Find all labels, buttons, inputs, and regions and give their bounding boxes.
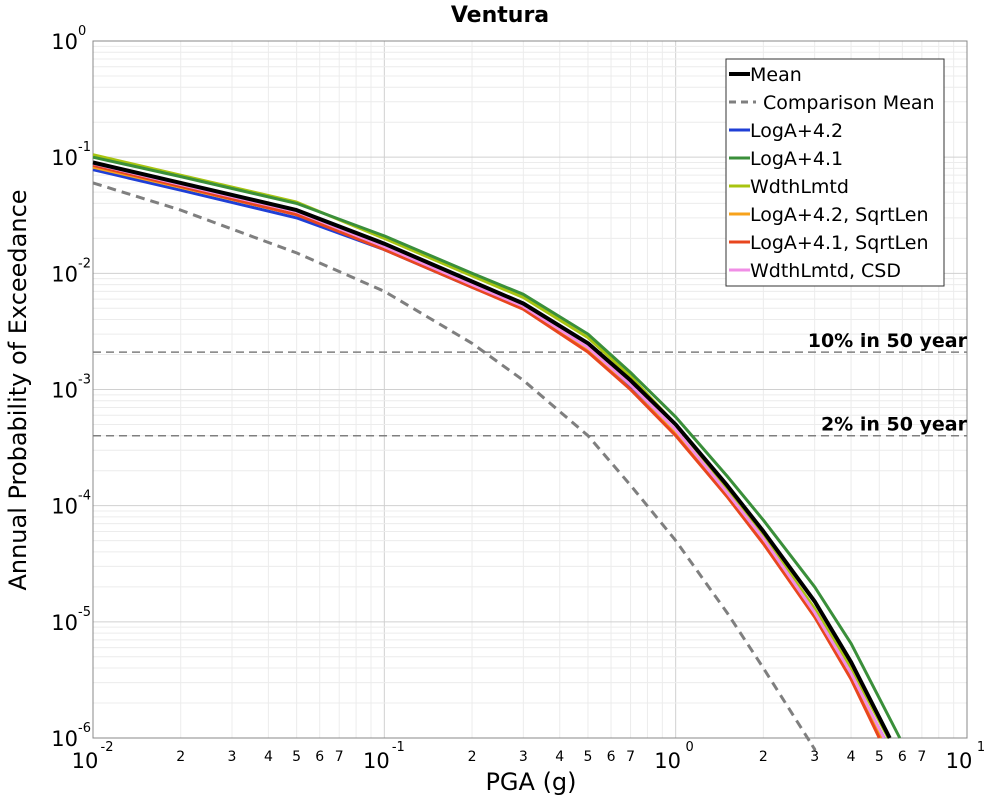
series-line-comparison-mean <box>92 181 817 751</box>
series-line-loga-4-1 <box>92 155 902 739</box>
y-tick-label: 10 <box>51 379 78 403</box>
y-tick-exponent: -3 <box>78 373 91 388</box>
y-tick-label: 10 <box>51 611 78 635</box>
legend-label-loga-4-1: LogA+4.1 <box>750 148 843 170</box>
reference-line-label: 2% in 50 year <box>821 414 968 436</box>
x-minor-tick-label: 3 <box>810 749 819 765</box>
x-minor-tick-label: 2 <box>468 749 477 765</box>
legend-label-comparison-mean: Comparison Mean <box>763 92 935 114</box>
legend-label-loga-4-1-sqrtlen: LogA+4.1, SqrtLen <box>750 232 929 254</box>
legend-label-loga-4-2-sqrtlen: LogA+4.2, SqrtLen <box>750 204 929 226</box>
x-tick-exponent: 0 <box>686 740 694 755</box>
y-tick-exponent: -2 <box>78 256 91 271</box>
y-tick-label: 10 <box>51 262 78 286</box>
series-line-mean <box>92 160 892 739</box>
x-minor-tick-label: 6 <box>898 749 907 765</box>
x-tick-label: 10 <box>946 749 973 773</box>
reference-line-label: 10% in 50 year <box>808 330 968 352</box>
x-tick-exponent: -1 <box>392 740 405 755</box>
legend: Mean Comparison Mean LogA+4.2 LogA+4.1 WdthL… <box>725 58 945 287</box>
x-minor-tick-label: 6 <box>315 749 324 765</box>
series-group <box>92 153 902 751</box>
legend-label-wdthlmtd-csd: WdthLmtd, CSD <box>750 260 901 282</box>
legend-box <box>725 58 945 287</box>
chart-title: Ventura <box>451 3 549 28</box>
y-tick-exponent: -4 <box>78 489 91 504</box>
x-minor-tick-label: 6 <box>607 749 616 765</box>
x-minor-tick-label: 7 <box>626 749 635 765</box>
legend-label-wdthlmtd: WdthLmtd <box>750 176 849 198</box>
x-minor-tick-label: 7 <box>335 749 344 765</box>
y-tick-label: 10 <box>51 495 78 519</box>
x-tick-label: 10 <box>654 749 681 773</box>
x-minor-tick-label: 4 <box>555 749 564 765</box>
x-minor-tick-label: 5 <box>875 749 884 765</box>
y-tick-label: 10 <box>51 30 78 54</box>
grid <box>92 41 967 739</box>
y-tick-exponent: 0 <box>78 24 86 39</box>
x-minor-tick-label: 3 <box>228 749 237 765</box>
y-axis-label: Annual Probability of Exceedance <box>4 189 32 590</box>
x-minor-tick-label: 2 <box>176 749 185 765</box>
x-minor-tick-label: 5 <box>584 749 593 765</box>
x-minor-tick-label: 3 <box>519 749 528 765</box>
legend-label-loga-4-2: LogA+4.2 <box>750 120 843 142</box>
x-minor-tick-label: 2 <box>759 749 768 765</box>
y-tick-label: 10 <box>51 727 78 751</box>
y-tick-label: 10 <box>51 146 78 170</box>
x-tick-exponent: 1 <box>977 740 985 755</box>
reference-lines: 10% in 50 year 2% in 50 year <box>93 330 968 437</box>
plot-frame <box>92 40 968 739</box>
y-tick-exponent: -5 <box>78 605 91 620</box>
series-line-loga-4-1-sqrtlen <box>92 163 881 739</box>
y-tick-exponent: -1 <box>78 140 91 155</box>
x-axis-label: PGA (g) <box>485 768 576 796</box>
x-tick-label: 10 <box>363 749 390 773</box>
x-minor-tick-label: 5 <box>292 749 301 765</box>
x-tick-label: 10 <box>72 749 99 773</box>
x-minor-tick-label: 4 <box>847 749 856 765</box>
x-minor-tick-label: 4 <box>264 749 273 765</box>
x-tick-exponent: -2 <box>101 740 114 755</box>
legend-label-mean: Mean <box>750 64 802 86</box>
y-tick-exponent: -6 <box>78 721 91 736</box>
x-minor-tick-label: 7 <box>917 749 926 765</box>
